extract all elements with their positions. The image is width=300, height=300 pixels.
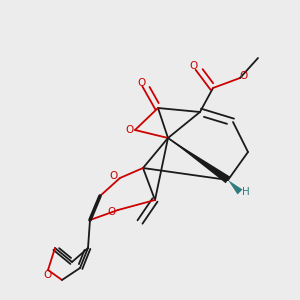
Text: O: O: [137, 78, 145, 88]
Text: O: O: [109, 171, 117, 181]
Text: O: O: [125, 125, 133, 135]
Text: O: O: [240, 71, 248, 81]
Polygon shape: [168, 138, 230, 183]
Text: H: H: [242, 187, 250, 197]
Text: O: O: [107, 207, 115, 217]
Polygon shape: [228, 180, 242, 194]
Text: O: O: [44, 270, 52, 280]
Text: O: O: [190, 61, 198, 71]
